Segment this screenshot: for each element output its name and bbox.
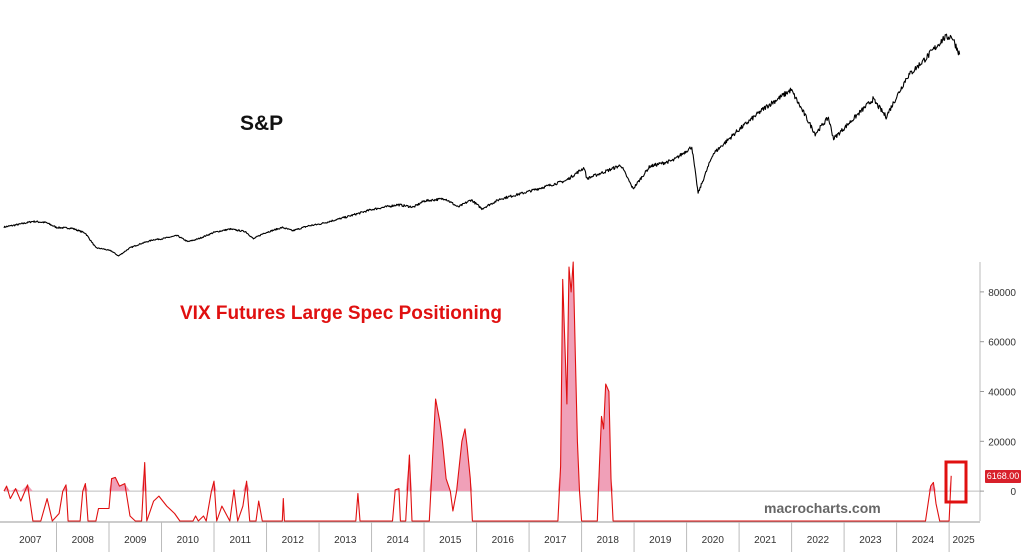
sp-price-line — [3, 33, 961, 257]
x-axis-year-label-1: 2008 — [72, 535, 95, 546]
vix-chart-title: VIX Futures Large Spec Positioning — [180, 303, 502, 324]
x-axis-year-label-12: 2019 — [649, 535, 672, 546]
vix-positive-area — [4, 262, 952, 492]
vix-y-tick-label-4: 80000 — [988, 288, 1016, 299]
x-axis-year-label-8: 2015 — [439, 535, 462, 546]
x-axis-year-label-6: 2013 — [334, 535, 357, 546]
x-axis-year-label-17: 2024 — [912, 535, 935, 546]
x-axis-year-label-4: 2011 — [230, 535, 252, 546]
x-axis-year-label-18: 2025 — [952, 535, 975, 546]
x-axis-year-label-15: 2022 — [807, 535, 830, 546]
watermark: macrocharts.com — [764, 500, 881, 516]
x-axis-year-label-10: 2017 — [544, 535, 567, 546]
x-axis-year-label-7: 2014 — [387, 535, 410, 546]
x-axis-year-label-5: 2012 — [282, 535, 305, 546]
vix-y-tick-label-3: 60000 — [988, 338, 1016, 349]
x-axis-year-label-11: 2018 — [597, 535, 620, 546]
vix-y-tick-label-0: 0 — [1010, 487, 1016, 498]
x-axis-year-label-2: 2009 — [124, 535, 147, 546]
x-axis-year-label-0: 2007 — [19, 535, 42, 546]
vix-positioning-line — [3, 261, 952, 522]
sp-chart-title: S&P — [240, 112, 284, 135]
x-axis-year-label-14: 2021 — [754, 535, 777, 546]
x-axis-year-label-13: 2020 — [702, 535, 725, 546]
last-value-badge: 6168.00 — [985, 470, 1021, 483]
vix-y-tick-label-2: 40000 — [988, 388, 1016, 399]
x-axis-year-label-3: 2010 — [177, 535, 200, 546]
latest-reading-highlight-box — [944, 460, 968, 504]
x-axis-year-label-16: 2023 — [859, 535, 882, 546]
vix-y-tick-label-1: 20000 — [988, 437, 1016, 448]
x-axis-year-label-9: 2016 — [492, 535, 515, 546]
